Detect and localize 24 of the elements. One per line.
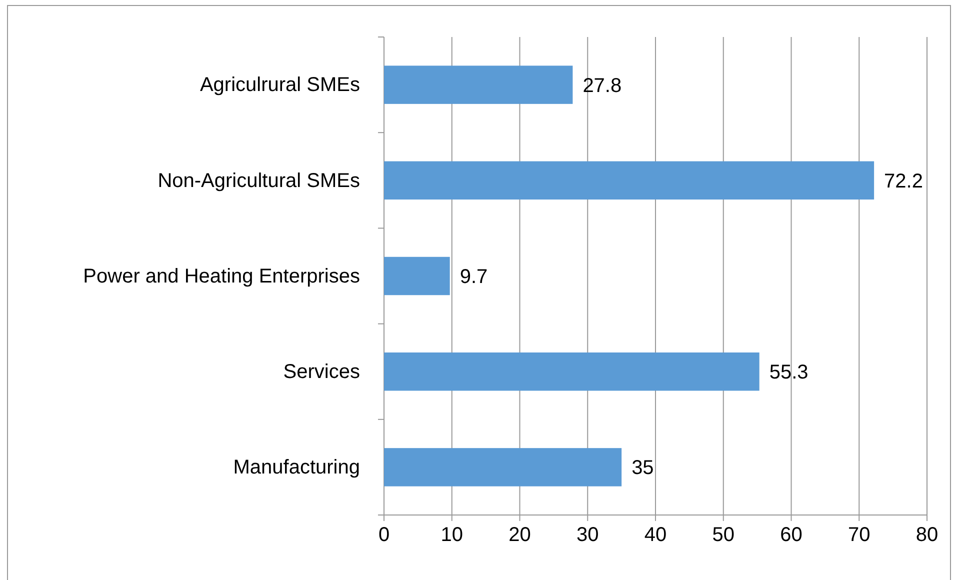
data-label: 9.7 xyxy=(460,266,488,288)
x-tick-label: 70 xyxy=(848,524,870,546)
bar xyxy=(384,256,450,296)
bar xyxy=(384,352,760,391)
bar xyxy=(384,448,622,486)
x-tick-label: 80 xyxy=(916,524,938,546)
y-tick-label: Non-Agricultural SMEs xyxy=(158,170,360,192)
x-tick-label: 10 xyxy=(440,524,463,546)
x-tick-label: 30 xyxy=(576,524,599,546)
data-label: 72.2 xyxy=(884,170,923,192)
x-tick-label: 60 xyxy=(780,524,802,546)
bar xyxy=(384,66,573,104)
data-label: 35 xyxy=(632,457,654,480)
y-tick-label: Services xyxy=(283,361,360,383)
x-tick-label: 0 xyxy=(378,524,390,546)
y-tick-label: Manufacturing xyxy=(233,456,360,479)
x-tick-label: 20 xyxy=(508,524,531,546)
x-tick-label: 50 xyxy=(712,524,734,546)
y-tick-label: Power and Heating Enterprises xyxy=(83,265,360,288)
data-label: 27.8 xyxy=(582,74,622,97)
y-tick-label: Agriculrural SMEs xyxy=(200,74,360,96)
data-label: 55.3 xyxy=(769,362,808,384)
x-tick-label: 40 xyxy=(644,524,667,546)
bar xyxy=(384,161,874,200)
